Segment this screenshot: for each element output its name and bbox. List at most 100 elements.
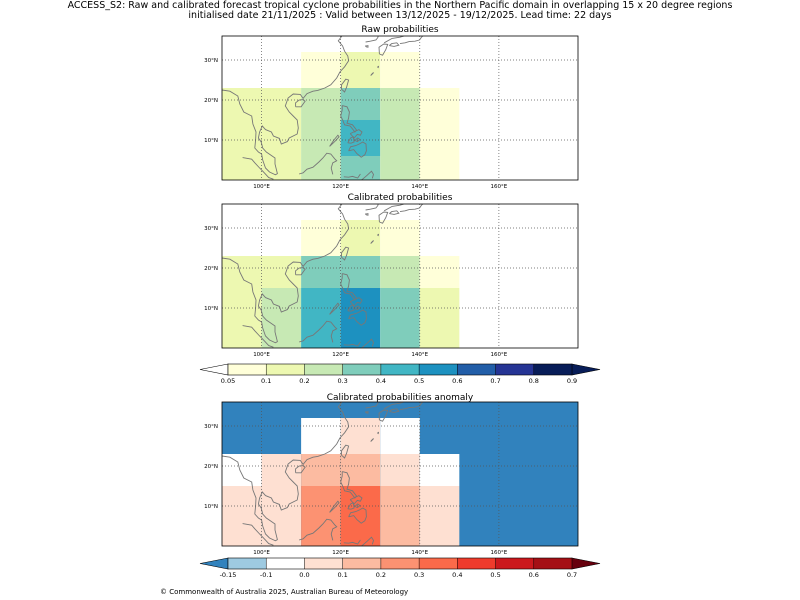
map-area — [222, 36, 578, 180]
probability-cell — [419, 288, 460, 348]
coastline — [383, 402, 405, 410]
colorbar-swatch — [304, 364, 343, 375]
map-frame — [221, 401, 579, 547]
probability-cell — [261, 88, 302, 120]
probability-cell — [340, 156, 381, 180]
copyright-notice: © Commonwealth of Australia 2025, Austra… — [160, 588, 409, 596]
probability-cell — [340, 288, 381, 348]
colorbar-swatch — [228, 558, 267, 569]
coastline — [365, 204, 379, 211]
coastline — [370, 438, 374, 442]
lat-tick-label: 30°N — [204, 424, 218, 430]
probability-cell — [222, 486, 262, 546]
colorbar-swatch — [228, 364, 267, 375]
colorbar-tick-label: 0.6 — [452, 377, 462, 385]
probability-cell — [301, 220, 341, 256]
panel-title: Raw probabilities — [361, 25, 439, 35]
map-panel-3: Calibrated probabilities anomaly 100°E 120… — [204, 393, 579, 556]
coastline — [383, 204, 405, 212]
coastline — [389, 210, 400, 215]
probability-cell — [301, 486, 341, 546]
colorbar-tick-label: 0.5 — [414, 377, 424, 385]
map-frame — [221, 203, 579, 349]
colorbar-swatch — [419, 558, 458, 569]
probability-cell — [380, 52, 420, 88]
coastline — [364, 213, 369, 216]
colorbar-tick-label: 0.8 — [529, 377, 539, 385]
colorbar-tick-label: 0.5 — [490, 571, 500, 579]
panel-title: Calibrated probabilities anomaly — [327, 393, 474, 403]
colorbar-swatch — [495, 558, 535, 569]
probability-cell — [380, 486, 420, 546]
coastline — [348, 309, 367, 326]
coastline — [349, 129, 363, 139]
colorbar-swatch — [419, 364, 458, 375]
coastline — [349, 297, 363, 307]
coastline — [378, 43, 389, 56]
coastline — [348, 141, 367, 158]
coastline — [361, 338, 374, 348]
colorbar-frame — [227, 557, 573, 570]
coastline — [370, 72, 374, 76]
probability-cell — [301, 256, 341, 288]
coastline — [295, 99, 306, 108]
colorbar-tick-label: 0.2 — [299, 377, 309, 385]
coastline — [242, 157, 274, 180]
coastline — [343, 341, 361, 347]
coastline — [329, 134, 340, 147]
figure-title-line-2: initialised date 21/11/2025 : Valid betw… — [188, 10, 612, 21]
colorbar-swatch — [380, 558, 420, 569]
probability-cell — [340, 52, 381, 88]
colorbar-tick-label: -0.1 — [260, 571, 273, 579]
probability-cell — [301, 454, 341, 486]
coastline — [361, 170, 374, 180]
map-panel-2: Calibrated probabilities 100°E 120°E 140°E 1… — [204, 193, 579, 358]
lon-tick-label: 160°E — [491, 184, 508, 190]
colorbar-swatch — [266, 364, 305, 375]
colorbar-over-arrow — [571, 363, 601, 376]
coastline — [347, 502, 355, 510]
probability-cell — [301, 418, 341, 454]
lon-tick-label: 160°E — [491, 352, 508, 358]
probability-cell — [261, 486, 302, 546]
colorbar-tick-label: 0.0 — [299, 571, 309, 579]
colorbar-tick-label: 0.3 — [414, 571, 424, 579]
colorbar-swatch — [495, 364, 535, 375]
coastline — [343, 539, 361, 545]
lon-tick-label: 100°E — [253, 184, 270, 190]
lon-tick-label: 160°E — [491, 550, 508, 556]
colorbar-swatch — [457, 558, 496, 569]
coastline — [222, 36, 350, 176]
coastline — [298, 152, 338, 175]
probability-cell — [419, 256, 460, 288]
map-area — [222, 204, 578, 348]
probability-cell — [261, 120, 302, 180]
colorbar-tick-label: 0.1 — [261, 377, 271, 385]
probability-cell — [301, 288, 341, 348]
probability-cell — [261, 256, 302, 288]
coastline — [378, 409, 389, 422]
coastline — [354, 503, 361, 509]
map-panel-1: Raw probabilities 100°E 120°E 140°E 160°E 10°… — [204, 25, 579, 190]
coastline — [295, 465, 306, 474]
coastline — [383, 36, 405, 44]
lon-tick-label: 100°E — [253, 352, 270, 358]
coastline — [242, 325, 274, 348]
colorbar-anomaly: -0.15 -0.1 0.0 0.1 0.2 0.3 0.4 0.5 0.6 0.7 — [199, 557, 601, 579]
probability-cell — [222, 88, 262, 180]
coastline — [329, 500, 340, 513]
panel-title: Calibrated probabilities — [348, 193, 453, 203]
colorbar-tick-label: 0.4 — [452, 571, 462, 579]
coastline — [242, 523, 274, 546]
colorbar-tick-label: 0.2 — [376, 571, 386, 579]
coastline — [364, 411, 369, 414]
coastline — [364, 45, 369, 48]
coastline — [222, 402, 350, 542]
probability-cell — [340, 120, 381, 156]
probability-cell — [340, 256, 381, 288]
coastline — [295, 267, 306, 276]
coastline — [349, 495, 363, 505]
coastline — [347, 136, 355, 144]
colorbar-over-arrow — [571, 557, 601, 570]
coastline — [389, 408, 400, 413]
